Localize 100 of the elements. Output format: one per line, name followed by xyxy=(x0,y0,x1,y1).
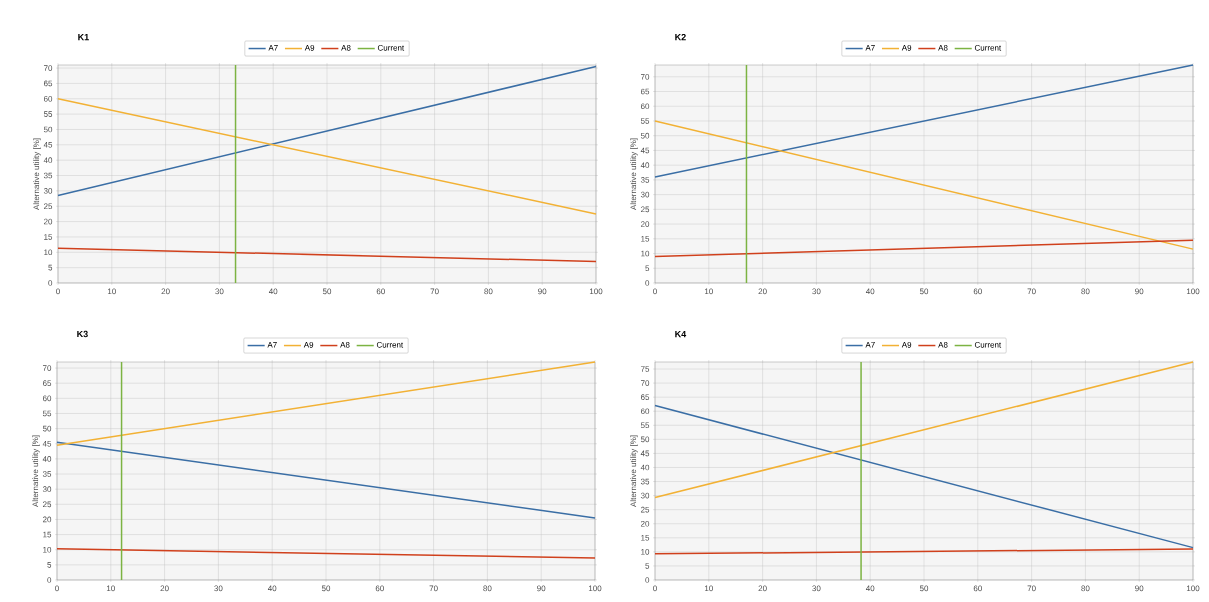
legend-label: A9 xyxy=(901,45,912,51)
x-tick-label: 30 xyxy=(214,585,223,592)
x-tick-label: 90 xyxy=(538,288,547,295)
y-tick-label: 15 xyxy=(43,531,52,538)
legend-label: Current xyxy=(376,342,404,348)
x-tick-label: 10 xyxy=(704,585,713,592)
x-tick-label: 100 xyxy=(1186,585,1200,592)
y-tick-label: 0 xyxy=(645,577,650,583)
x-tick-label: 30 xyxy=(215,288,224,295)
x-tick-label: 60 xyxy=(375,585,384,592)
x-tick-label: 60 xyxy=(376,288,385,295)
legend-label: Current xyxy=(377,44,405,51)
x-tick-label: 20 xyxy=(758,288,767,295)
x-tick-label: 0 xyxy=(55,585,59,592)
legend-label: Current xyxy=(974,45,1002,51)
chart-title: K1 xyxy=(78,34,89,41)
y-tick-label: 20 xyxy=(42,516,52,523)
y-tick-label: 5 xyxy=(645,563,650,569)
x-tick-label: 0 xyxy=(653,585,657,592)
x-tick-label: 30 xyxy=(812,288,821,295)
x-tick-label: 20 xyxy=(758,585,767,592)
y-tick-label: 25 xyxy=(640,506,650,513)
x-tick-label: 60 xyxy=(973,585,982,592)
y-tick-label: 20 xyxy=(640,221,650,227)
y-tick-label: 5 xyxy=(645,265,650,272)
y-tick-label: 55 xyxy=(640,118,650,124)
y-tick-label: 20 xyxy=(640,520,650,527)
y-tick-label: 10 xyxy=(43,546,52,553)
x-tick-label: 20 xyxy=(161,288,170,295)
y-tick-label: 60 xyxy=(42,395,52,402)
y-axis-title: Alternative utility [%] xyxy=(33,138,41,210)
y-tick-label: 40 xyxy=(43,157,53,164)
x-tick-label: 80 xyxy=(1081,288,1090,295)
x-tick-label: 10 xyxy=(106,585,115,592)
legend-label: A9 xyxy=(901,341,912,348)
y-tick-label: 30 xyxy=(640,492,650,499)
x-tick-label: 50 xyxy=(321,585,331,592)
y-tick-label: 20 xyxy=(43,218,53,225)
y-tick-label: 45 xyxy=(640,450,650,457)
y-tick-label: 45 xyxy=(43,142,53,148)
x-tick-label: 50 xyxy=(919,585,929,592)
x-tick-label: 80 xyxy=(483,585,492,592)
legend-label: A7 xyxy=(865,45,875,51)
y-tick-label: 35 xyxy=(640,478,650,485)
legend-label: A9 xyxy=(303,342,314,348)
y-tick-label: 35 xyxy=(43,172,53,179)
x-tick-label: 90 xyxy=(1135,585,1144,592)
y-tick-label: 0 xyxy=(48,280,53,286)
y-tick-label: 25 xyxy=(43,203,53,210)
x-tick-label: 40 xyxy=(865,585,875,592)
legend-label: A9 xyxy=(304,44,315,51)
legend-label: A8 xyxy=(340,342,350,348)
y-tick-label: 55 xyxy=(42,410,52,417)
chart-title: K4 xyxy=(675,331,687,338)
legend-label: A7 xyxy=(267,342,277,348)
y-tick-label: 50 xyxy=(43,126,53,133)
y-tick-label: 35 xyxy=(42,471,52,477)
y-tick-label: 25 xyxy=(42,501,52,508)
x-tick-label: 70 xyxy=(430,288,439,295)
y-tick-label: 10 xyxy=(641,250,650,257)
y-tick-label: 70 xyxy=(42,365,52,371)
y-tick-label: 0 xyxy=(47,577,52,583)
legend-label: A7 xyxy=(268,45,278,51)
x-tick-label: 10 xyxy=(107,288,116,295)
x-tick-label: 100 xyxy=(589,288,603,295)
x-tick-label: 100 xyxy=(1186,288,1200,295)
x-tick-label: 70 xyxy=(1027,288,1036,295)
y-tick-label: 60 xyxy=(43,95,53,102)
y-tick-label: 10 xyxy=(44,249,53,256)
x-tick-label: 30 xyxy=(812,585,821,592)
y-tick-label: 15 xyxy=(641,236,650,242)
x-tick-label: 10 xyxy=(704,288,713,295)
y-tick-label: 5 xyxy=(47,562,52,568)
chart-title: K2 xyxy=(675,33,686,41)
x-tick-label: 100 xyxy=(588,585,602,592)
y-tick-label: 65 xyxy=(43,80,53,87)
y-tick-label: 25 xyxy=(640,206,650,213)
x-tick-label: 70 xyxy=(1027,585,1036,592)
legend-label: A8 xyxy=(341,44,351,51)
y-tick-label: 40 xyxy=(640,162,650,168)
y-tick-label: 65 xyxy=(640,88,650,95)
x-tick-label: 40 xyxy=(865,288,875,295)
x-tick-label: 80 xyxy=(484,288,493,295)
y-tick-label: 70 xyxy=(640,380,650,386)
y-tick-label: 40 xyxy=(42,456,52,462)
y-tick-label: 15 xyxy=(641,535,650,541)
x-tick-label: 0 xyxy=(653,288,657,295)
y-tick-label: 10 xyxy=(641,549,650,555)
y-tick-label: 0 xyxy=(645,280,650,286)
chart-title: K3 xyxy=(77,330,88,338)
x-tick-label: 90 xyxy=(1135,288,1144,295)
y-tick-label: 60 xyxy=(640,408,650,415)
x-tick-label: 50 xyxy=(919,288,929,295)
x-tick-label: 70 xyxy=(429,585,438,592)
y-tick-label: 45 xyxy=(42,440,52,447)
legend-label: A8 xyxy=(938,341,948,348)
x-tick-label: 50 xyxy=(322,288,332,295)
x-tick-label: 90 xyxy=(537,585,546,592)
legend-label: Current xyxy=(974,341,1002,348)
x-tick-label: 40 xyxy=(267,585,277,592)
